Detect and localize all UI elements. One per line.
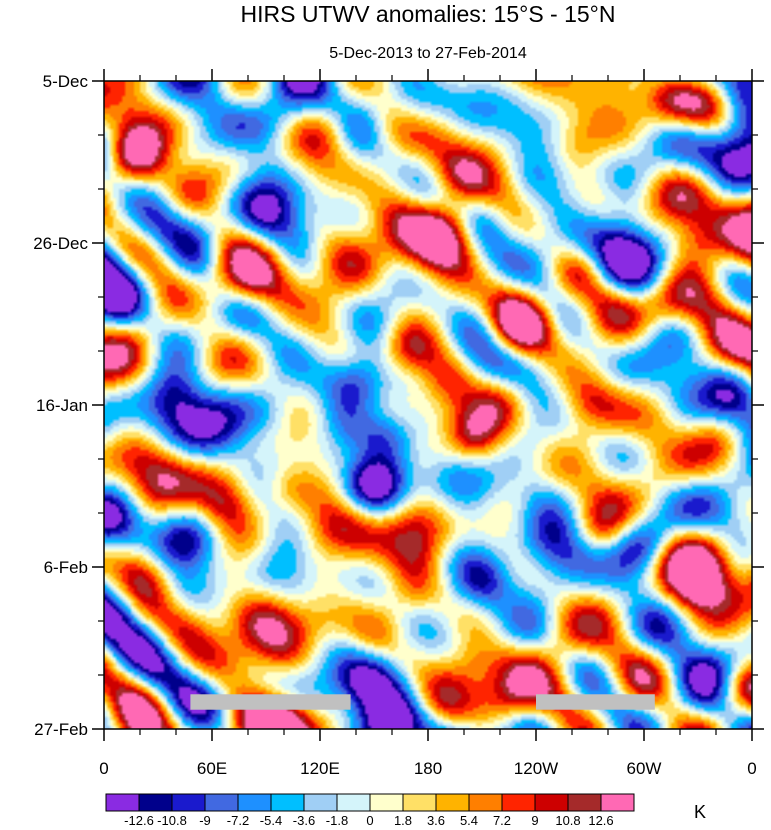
colorbar-unit: K (694, 802, 706, 822)
chart-title: HIRS UTWV anomalies: 15°S - 15°N (240, 1, 615, 27)
colorbar-swatch (138, 793, 173, 812)
colorbar-label: 12.6 (588, 813, 613, 828)
missing-data-group (190, 694, 655, 710)
colorbar-swatch (105, 793, 140, 812)
colorbar-swatch (567, 793, 602, 812)
colorbar-swatch (204, 793, 239, 812)
x-axis: 0 60E 120E 180 120W 60W 0 (99, 69, 757, 778)
colorbar-label: -9 (199, 813, 211, 828)
colorbar-label: -10.8 (157, 813, 187, 828)
colorbar-label: -7.2 (227, 813, 249, 828)
colorbar-swatch (270, 793, 305, 812)
colorbar-swatch (468, 793, 503, 812)
anomaly-field (104, 81, 752, 729)
missing-data-bar (190, 694, 351, 710)
y-tick-label: 16-Jan (36, 396, 88, 415)
y-tick-label: 26-Dec (33, 234, 88, 253)
colorbar-label: 7.2 (493, 813, 511, 828)
x-tick-label: 180 (414, 759, 442, 778)
x-tick-label: 60E (197, 759, 227, 778)
colorbar-label: 9 (531, 813, 538, 828)
y-axis: 5-Dec 26-Dec 16-Jan 6-Feb 27-Feb (33, 72, 764, 739)
colorbar-swatch (600, 793, 635, 812)
y-tick-label: 5-Dec (43, 72, 89, 91)
chart-subtitle: 5-Dec-2013 to 27-Feb-2014 (329, 45, 527, 62)
x-tick-label: 120W (514, 759, 558, 778)
x-tick-label: 0 (99, 759, 108, 778)
colorbar-swatch (303, 793, 338, 812)
colorbar-label: 5.4 (460, 813, 478, 828)
colorbar-label: -12.6 (124, 813, 154, 828)
colorbar-swatch (237, 793, 272, 812)
colorbar-label: 3.6 (427, 813, 445, 828)
colorbar-label: 1.8 (394, 813, 412, 828)
colorbar-swatch (402, 793, 437, 812)
colorbar-swatch (534, 793, 569, 812)
colorbar-label: 0 (366, 813, 373, 828)
y-tick-label: 6-Feb (44, 558, 88, 577)
y-tick-label: 27-Feb (34, 720, 88, 739)
colorbar-label: 10.8 (555, 813, 580, 828)
colorbar-swatch (171, 793, 206, 812)
plot-area (104, 81, 752, 729)
colorbar-label: -1.8 (326, 813, 348, 828)
x-tick-label: 0 (747, 759, 756, 778)
colorbar-label: -3.6 (293, 813, 315, 828)
missing-data-bar (536, 694, 655, 710)
colorbar-label: -5.4 (260, 813, 282, 828)
colorbar: -12.6 -10.8 -9 -7.2 -5.4 -3.6 -1.8 0 1.8 3.6 5.4 7.… (105, 793, 635, 828)
colorbar-swatch (435, 793, 470, 812)
colorbar-swatch (501, 793, 536, 812)
x-tick-label: 120E (300, 759, 340, 778)
colorbar-swatch (369, 793, 404, 812)
colorbar-swatch (336, 793, 371, 812)
x-tick-label: 60W (627, 759, 662, 778)
